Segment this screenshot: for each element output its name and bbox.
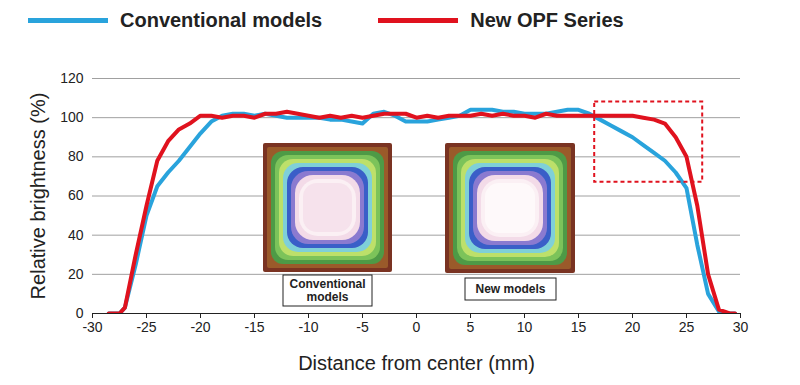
- svg-text:-30: -30: [82, 319, 102, 335]
- svg-text:25: 25: [679, 319, 695, 335]
- svg-text:120: 120: [60, 70, 84, 86]
- svg-text:-5: -5: [356, 319, 369, 335]
- svg-text:-10: -10: [298, 319, 318, 335]
- svg-text:Conventionalmodels: Conventionalmodels: [289, 277, 365, 304]
- svg-text:Distance from center (mm): Distance from center (mm): [298, 352, 535, 374]
- svg-text:Relative brightness (%): Relative brightness (%): [27, 93, 49, 300]
- svg-text:-15: -15: [244, 319, 264, 335]
- html-text:New OPF Series: New OPF Series: [470, 8, 624, 31]
- svg-text:100: 100: [60, 109, 84, 125]
- svg-text:0: 0: [413, 319, 421, 335]
- svg-text:20: 20: [625, 319, 641, 335]
- svg-text:10: 10: [517, 319, 533, 335]
- svg-text:40: 40: [68, 227, 84, 243]
- svg-text:-20: -20: [190, 319, 210, 335]
- svg-text:15: 15: [571, 319, 587, 335]
- svg-text:20: 20: [68, 266, 84, 282]
- svg-text:80: 80: [68, 148, 84, 164]
- svg-text:30: 30: [733, 319, 749, 335]
- svg-text:5: 5: [467, 319, 475, 335]
- svg-text:60: 60: [68, 187, 84, 203]
- svg-text:0: 0: [75, 305, 84, 321]
- html-text:Conventional models: Conventional models: [120, 8, 323, 31]
- svg-text:-25: -25: [136, 319, 156, 335]
- svg-text:New models: New models: [475, 282, 545, 296]
